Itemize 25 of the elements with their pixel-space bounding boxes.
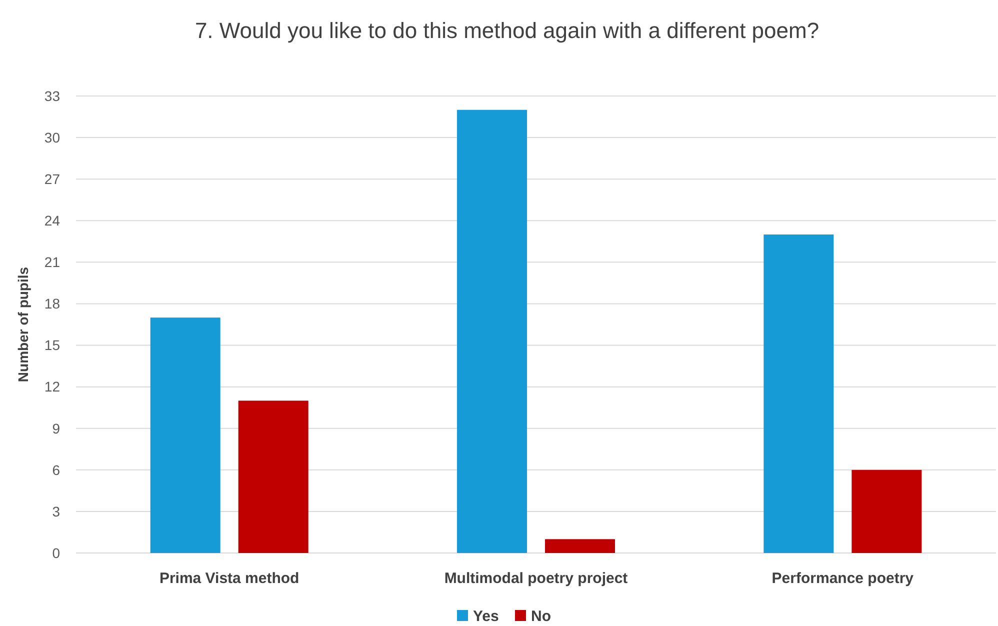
y-tick-label: 18 <box>44 296 60 312</box>
y-tick-label: 30 <box>44 129 60 146</box>
bar <box>150 318 220 553</box>
y-tick-label: 0 <box>52 544 60 561</box>
x-tick-label: Prima Vista method <box>159 570 300 587</box>
y-axis-title: Number of pupils <box>15 266 31 382</box>
y-tick-label: 27 <box>44 170 60 187</box>
y-tick-label: 15 <box>44 337 60 354</box>
y-tick-label: 24 <box>44 212 60 229</box>
bar <box>764 234 834 553</box>
y-tick-label: 3 <box>52 503 60 520</box>
y-tick-label: 12 <box>44 378 60 395</box>
y-tick-label: 33 <box>44 88 60 104</box>
bar <box>545 539 615 553</box>
y-tick-label: 9 <box>52 420 60 436</box>
chart-title: 7. Would you like to do this method again with a different poem? <box>194 18 820 43</box>
bar <box>238 400 308 553</box>
legend-label: No <box>531 608 551 625</box>
y-tick-label: 6 <box>52 462 60 478</box>
y-tick-label: 21 <box>44 254 60 270</box>
bar <box>457 110 527 553</box>
bar <box>852 470 922 553</box>
x-tick-label: Multimodal poetry project <box>444 570 628 587</box>
legend-label: Yes <box>473 608 499 625</box>
x-tick-label: Performance poetry <box>772 570 914 587</box>
